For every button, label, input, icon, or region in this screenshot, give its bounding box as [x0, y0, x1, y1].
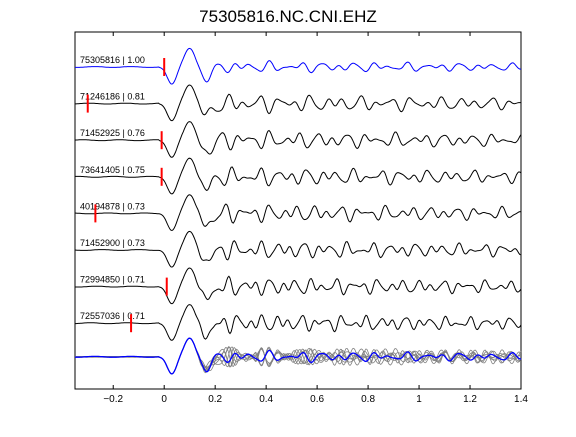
- series-line: [75, 304, 522, 341]
- x-tick-label: 1.4: [514, 394, 528, 405]
- series-label: 71452900 | 0.73: [80, 238, 145, 248]
- series-label: 73641405 | 0.75: [80, 165, 145, 175]
- chart-title: 75305816.NC.CNI.EHZ: [199, 7, 377, 26]
- overlay-line: [75, 337, 522, 375]
- x-tick-label: 0.6: [310, 394, 324, 405]
- series-line: [75, 267, 522, 305]
- axes-box: [74, 31, 522, 390]
- x-tick-label: 0.4: [259, 394, 273, 405]
- series-line: [75, 157, 522, 195]
- series-label: 72557036 | 0.71: [80, 311, 145, 321]
- x-tick-label: 1.2: [463, 394, 477, 405]
- series-line: [74, 194, 522, 232]
- x-tick-label: 0.8: [361, 394, 375, 405]
- series-line: [74, 230, 522, 268]
- x-tick-label: 0: [161, 394, 167, 405]
- series-line: [75, 84, 521, 122]
- series-line: [74, 121, 522, 158]
- series-label: 40194878 | 0.73: [80, 201, 145, 211]
- x-tick-label: 0.2: [208, 394, 222, 405]
- series-label: 71452925 | 0.76: [80, 128, 145, 138]
- series-label: 75305816 | 1.00: [80, 55, 145, 65]
- trace-group: 75305816 | 1.00 71246186 | 0.81 71452925 |…: [74, 47, 522, 375]
- x-tick-label: −0.2: [103, 394, 123, 405]
- series-label: 72994850 | 0.71: [80, 275, 145, 285]
- x-axis: −0.2 0 0.2 0.4 0.6 0.8 1 1.2 1.4: [103, 32, 528, 405]
- series-line: [75, 47, 522, 85]
- series-label: 71246186 | 0.81: [80, 92, 145, 102]
- x-tick-label: 1: [416, 394, 422, 405]
